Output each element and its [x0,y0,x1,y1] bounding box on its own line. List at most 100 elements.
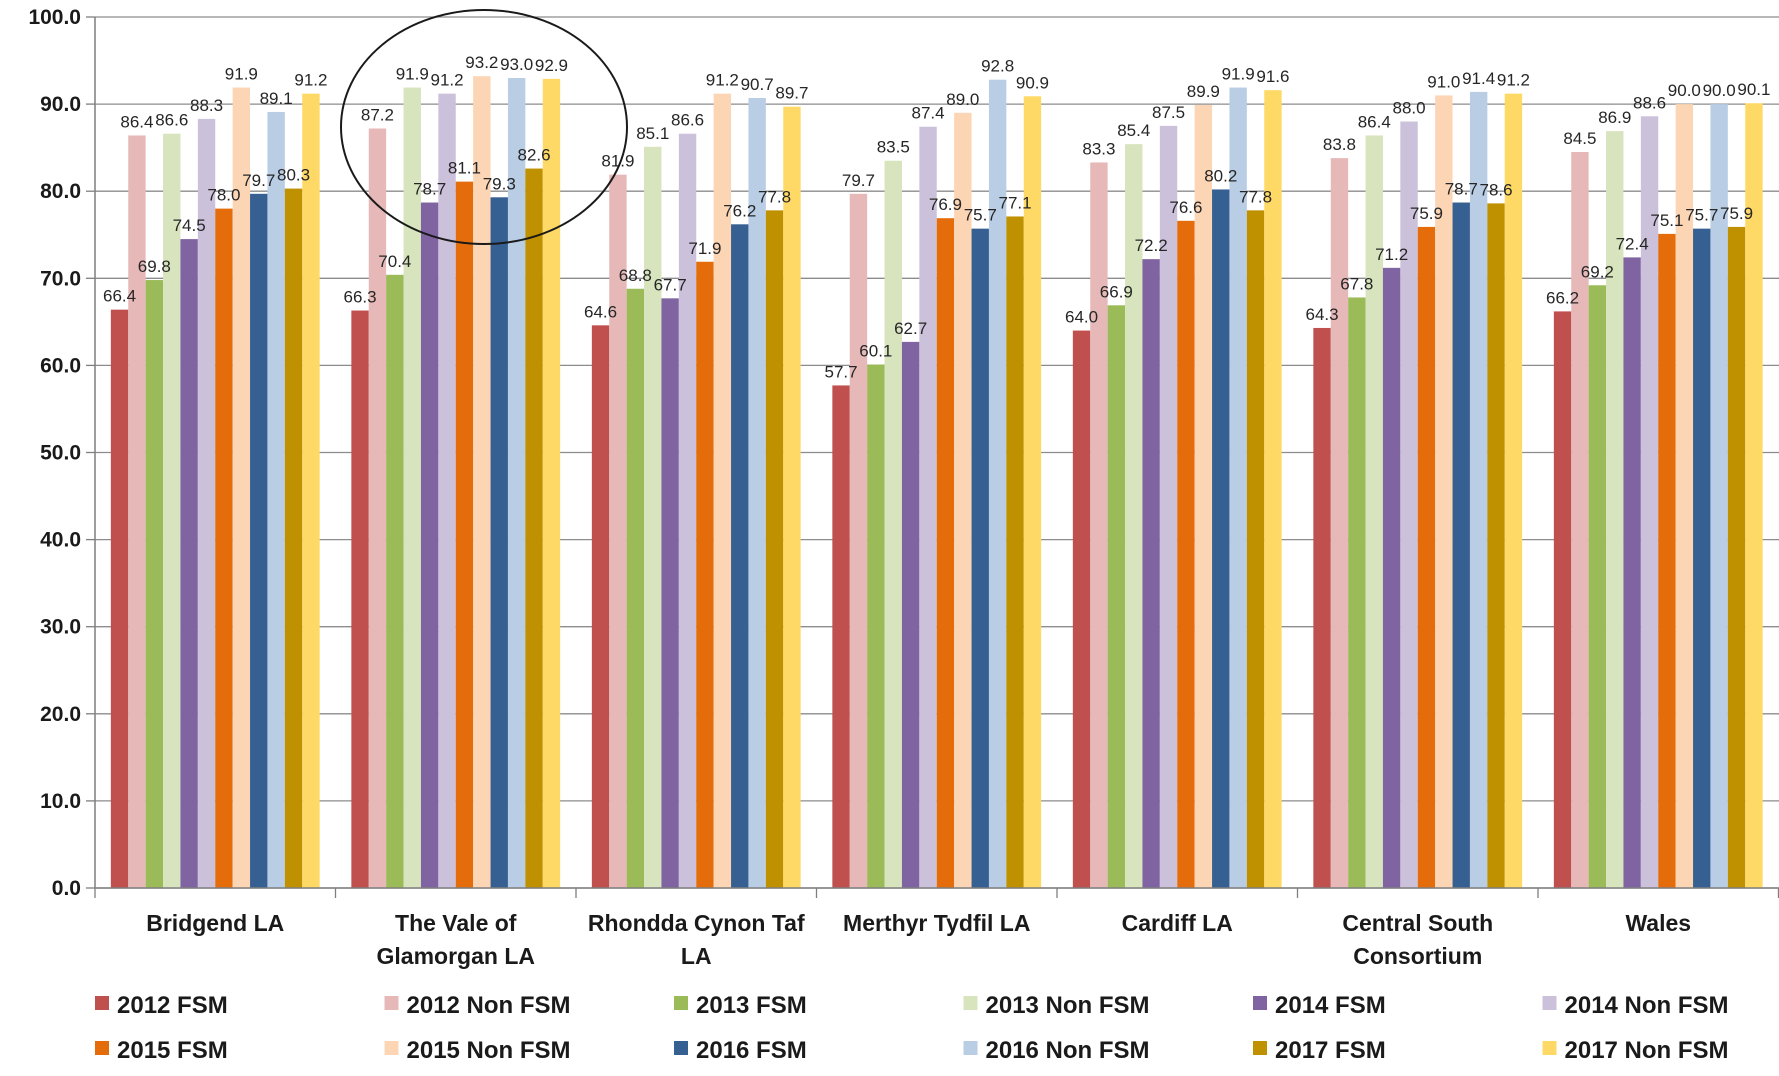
bar [1177,220,1195,889]
data-label: 64.0 [1065,308,1098,327]
data-label: 87.2 [361,105,394,124]
legend-label: 2015 FSM [117,1037,228,1064]
legend-label: 2016 Non FSM [986,1037,1150,1064]
data-label: 91.9 [396,65,429,84]
y-tick-label: 40.0 [40,529,81,552]
bar [1658,233,1676,888]
bar [351,310,369,889]
data-label: 84.5 [1563,129,1596,148]
data-label: 83.8 [1323,135,1356,154]
y-tick-label: 80.0 [40,180,81,203]
bar [1330,158,1349,889]
data-label: 75.7 [1685,206,1718,225]
x-category-label: The Vale of [395,910,517,936]
data-label: 82.6 [518,146,551,165]
data-label: 93.2 [465,53,498,72]
data-label: 74.5 [173,216,206,235]
legend-label: 2012 Non FSM [407,992,571,1019]
bar [1313,327,1331,888]
data-label: 72.4 [1616,234,1649,253]
legend-label: 2017 Non FSM [1565,1037,1729,1064]
data-label: 71.2 [1375,245,1408,264]
axes: 0.0 10.0 20.0 30.0 40.0 50.0 60.0 70.0 80.0 90.0 1… [28,6,1779,969]
data-label: 91.2 [706,71,739,90]
data-label: 81.9 [601,152,634,171]
data-label: 91.9 [1222,65,1255,84]
bar [1023,96,1042,889]
bar [1745,103,1763,888]
bar [542,78,561,888]
bar [473,76,491,888]
data-label: 92.8 [981,57,1014,76]
data-label: 69.8 [138,257,171,276]
bar [988,79,1007,889]
data-label: 91.6 [1256,67,1289,86]
data-label: 78.6 [1480,180,1513,199]
bar [1504,93,1523,888]
data-label: 66.9 [1100,282,1133,301]
bar [1452,202,1470,888]
bar [1400,121,1418,888]
data-label: 75.9 [1720,204,1753,223]
data-label: 91.2 [1497,71,1530,90]
bar [180,239,198,889]
bar [1606,131,1624,888]
legend-swatch [1253,1041,1267,1055]
data-label: 88.6 [1633,93,1666,112]
data-label: 77.8 [1239,187,1272,206]
data-label: 80.3 [277,166,310,185]
data-label: 90.9 [1016,73,1049,92]
bar [284,188,303,888]
bar [919,126,937,889]
data-label: 86.6 [671,111,704,130]
bar [438,93,456,888]
bar [1194,104,1213,888]
data-label: 87.5 [1152,103,1185,122]
legend-swatch [674,996,688,1010]
x-category-label: Central South [1342,910,1493,936]
data-label: 87.4 [912,104,945,123]
bar [267,111,285,888]
data-label: 78.0 [207,186,240,205]
legend-label: 2017 FSM [1275,1037,1386,1064]
bar [696,261,714,889]
data-label: 64.6 [584,302,617,321]
data-label: 80.2 [1204,166,1237,185]
data-label: 89.1 [260,89,293,108]
data-label: 91.2 [294,71,327,90]
bar [1727,226,1746,888]
legend-label: 2016 FSM [696,1037,807,1064]
legend-swatch [963,996,978,1010]
y-tick-label: 100.0 [28,6,81,29]
data-label: 79.7 [242,171,275,190]
legend-label: 2015 Non FSM [407,1037,571,1064]
data-label: 86.6 [155,111,188,130]
legend-swatch [963,1041,978,1055]
highlight-ellipse [340,9,628,245]
y-tick-label: 50.0 [40,442,81,465]
bar [1469,91,1488,888]
data-label: 78.7 [1445,180,1478,199]
bar [713,93,732,888]
legend-swatch [674,1041,688,1055]
bar [1090,162,1108,888]
bar [215,208,233,888]
data-label: 93.0 [500,55,533,74]
data-label: 60.1 [859,342,892,361]
data-label: 66.4 [103,287,136,306]
bars [110,76,1763,889]
bar [1693,228,1711,888]
bar [1675,104,1694,889]
bar [1382,267,1401,888]
bar [1246,210,1265,888]
y-tick-label: 0.0 [52,877,81,900]
data-label: 83.3 [1082,139,1115,158]
legend-swatch [1253,996,1267,1010]
data-label: 77.8 [758,187,791,206]
bar [783,106,801,888]
bar [884,160,902,889]
bar [626,288,645,888]
bar [1212,189,1230,888]
bar [1487,203,1505,889]
legend: 2012 FSM 2012 Non FSM 2013 FSM 2013 Non FSM… [95,992,1729,1064]
